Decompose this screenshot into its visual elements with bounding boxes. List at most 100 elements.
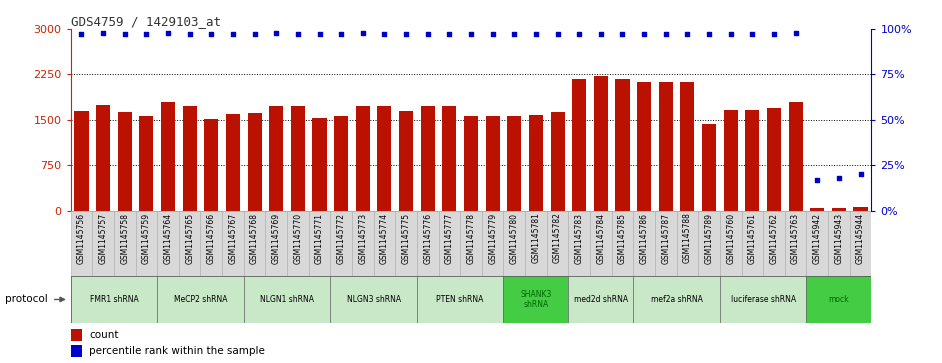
- Text: GSM1145787: GSM1145787: [661, 212, 671, 264]
- Bar: [378, 106, 392, 211]
- Bar: [785, 211, 806, 276]
- Point: [160, 30, 175, 36]
- Text: FMR1 shRNA: FMR1 shRNA: [89, 295, 138, 304]
- Bar: [248, 113, 262, 211]
- Text: GSM1145769: GSM1145769: [271, 212, 281, 264]
- Bar: [546, 211, 568, 276]
- Bar: [421, 106, 435, 211]
- Bar: [136, 211, 157, 276]
- Text: GSM1145773: GSM1145773: [358, 212, 367, 264]
- Text: med2d shRNA: med2d shRNA: [574, 295, 628, 304]
- Point: [312, 32, 327, 37]
- Bar: [550, 112, 564, 211]
- Bar: [399, 111, 414, 211]
- Bar: [269, 106, 284, 211]
- Text: GSM1145778: GSM1145778: [466, 212, 476, 264]
- Bar: [572, 79, 586, 211]
- Bar: [374, 211, 396, 276]
- Bar: [114, 211, 136, 276]
- Point: [95, 30, 110, 36]
- Bar: [71, 345, 83, 357]
- Bar: [637, 82, 651, 211]
- Bar: [806, 276, 871, 323]
- Bar: [161, 102, 175, 211]
- Bar: [331, 276, 417, 323]
- Text: mef2a shRNA: mef2a shRNA: [651, 295, 703, 304]
- Bar: [633, 211, 655, 276]
- Point: [528, 32, 544, 37]
- Text: MeCP2 shRNA: MeCP2 shRNA: [173, 295, 227, 304]
- Bar: [222, 211, 244, 276]
- Text: GSM1145764: GSM1145764: [164, 212, 172, 264]
- Bar: [266, 211, 287, 276]
- Text: protocol: protocol: [5, 294, 47, 305]
- Bar: [71, 329, 83, 341]
- Text: NLGN1 shRNA: NLGN1 shRNA: [260, 295, 314, 304]
- Bar: [702, 124, 716, 211]
- Text: GSM1145782: GSM1145782: [553, 212, 562, 264]
- Point: [550, 32, 565, 37]
- Point: [658, 32, 674, 37]
- Bar: [832, 208, 846, 211]
- Text: percentile rank within the sample: percentile rank within the sample: [89, 346, 266, 356]
- Point: [853, 171, 869, 177]
- Bar: [828, 211, 850, 276]
- Bar: [313, 118, 327, 211]
- Bar: [763, 211, 785, 276]
- Bar: [331, 211, 352, 276]
- Bar: [655, 211, 676, 276]
- Bar: [92, 211, 114, 276]
- Bar: [157, 211, 179, 276]
- Text: SHANK3
shRNA: SHANK3 shRNA: [520, 290, 552, 309]
- Point: [463, 32, 479, 37]
- Bar: [593, 76, 608, 211]
- Point: [832, 175, 847, 181]
- Point: [680, 32, 695, 37]
- Bar: [356, 106, 370, 211]
- Text: count: count: [89, 330, 119, 340]
- Bar: [507, 116, 521, 211]
- Point: [355, 30, 370, 36]
- Bar: [590, 211, 611, 276]
- Bar: [568, 276, 633, 323]
- Text: GSM1145777: GSM1145777: [445, 212, 454, 264]
- Bar: [139, 116, 154, 211]
- Point: [723, 32, 739, 37]
- Bar: [204, 119, 219, 211]
- Text: GSM1145768: GSM1145768: [250, 212, 259, 264]
- Text: GSM1145789: GSM1145789: [705, 212, 713, 264]
- Bar: [352, 211, 374, 276]
- Point: [507, 32, 522, 37]
- Bar: [287, 211, 309, 276]
- Text: GSM1145756: GSM1145756: [77, 212, 86, 264]
- Text: GSM1145767: GSM1145767: [229, 212, 237, 264]
- Point: [637, 32, 652, 37]
- Text: PTEN shRNA: PTEN shRNA: [436, 295, 484, 304]
- Point: [398, 32, 414, 37]
- Bar: [503, 211, 525, 276]
- Point: [702, 32, 717, 37]
- Bar: [309, 211, 331, 276]
- Text: GSM1145770: GSM1145770: [293, 212, 302, 264]
- Text: NLGN3 shRNA: NLGN3 shRNA: [347, 295, 400, 304]
- Bar: [810, 208, 824, 211]
- Point: [182, 32, 197, 37]
- Text: mock: mock: [829, 295, 849, 304]
- Point: [290, 32, 305, 37]
- Point: [745, 32, 760, 37]
- Bar: [720, 276, 806, 323]
- Text: GSM1145784: GSM1145784: [596, 212, 606, 264]
- Text: GSM1145781: GSM1145781: [531, 212, 541, 264]
- Bar: [464, 115, 478, 211]
- Bar: [291, 106, 305, 211]
- Bar: [226, 114, 240, 211]
- Bar: [850, 211, 871, 276]
- Text: GSM1145774: GSM1145774: [380, 212, 389, 264]
- Text: GSM1145762: GSM1145762: [770, 212, 778, 264]
- Bar: [853, 207, 868, 211]
- Bar: [698, 211, 720, 276]
- Bar: [503, 276, 568, 323]
- Bar: [528, 115, 543, 211]
- Text: GSM1145788: GSM1145788: [683, 212, 692, 264]
- Bar: [611, 211, 633, 276]
